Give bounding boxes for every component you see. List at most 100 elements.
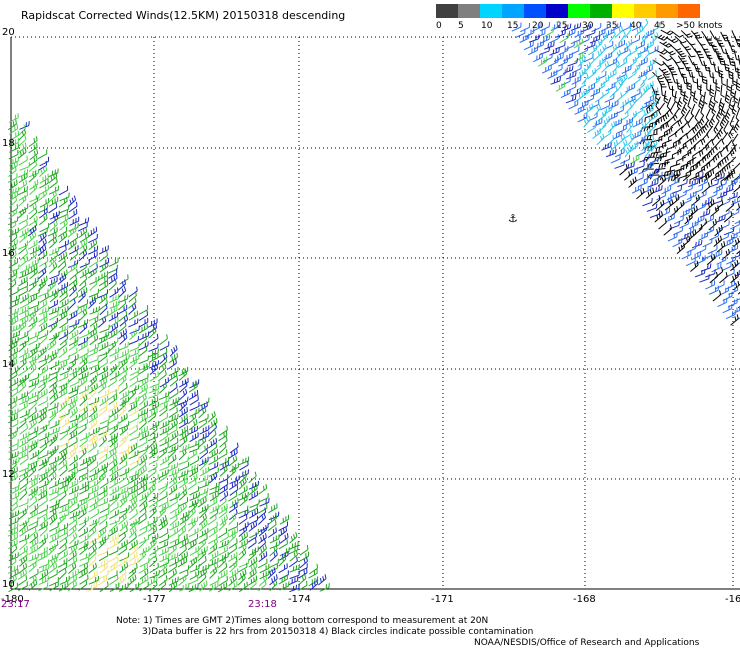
wind-barb xyxy=(168,444,179,454)
wind-barb xyxy=(8,208,18,220)
wind-barb xyxy=(279,550,289,561)
wind-barb xyxy=(49,387,58,400)
wind-barb xyxy=(137,408,149,418)
wind-barb xyxy=(17,321,27,333)
wind-barb xyxy=(18,331,29,341)
wind-barb xyxy=(8,408,19,418)
wind-barb xyxy=(38,238,47,251)
wind-barb xyxy=(8,311,18,322)
wind-barb xyxy=(88,245,99,255)
wind-barb xyxy=(79,274,88,287)
wind-barb xyxy=(128,442,138,454)
wind-barb xyxy=(68,539,79,549)
wind-barb xyxy=(19,444,29,454)
wind-barb xyxy=(59,418,70,429)
wind-barb xyxy=(59,575,70,585)
wind-barb xyxy=(541,64,552,74)
wind-barb xyxy=(219,490,229,502)
wind-barb xyxy=(705,280,716,290)
wind-barb xyxy=(621,64,632,74)
wind-barb xyxy=(69,291,79,303)
wind-barb xyxy=(9,481,20,491)
wind-barb xyxy=(8,165,17,177)
wind-barb xyxy=(98,445,109,455)
wind-barb xyxy=(9,457,20,467)
wind-barb xyxy=(7,279,17,291)
wind-barb xyxy=(19,413,29,424)
wind-barb xyxy=(618,46,629,56)
wind-barb xyxy=(79,394,88,407)
wind-barb xyxy=(27,239,38,250)
wind-barb xyxy=(89,435,98,447)
wind-barb xyxy=(607,111,618,121)
wind-barb xyxy=(98,421,109,430)
wind-barb xyxy=(17,142,27,154)
wind-barb xyxy=(148,436,157,449)
wind-barb xyxy=(38,582,49,592)
wind-barb xyxy=(38,306,50,316)
wind-barb xyxy=(168,371,178,382)
wind-barb xyxy=(69,532,78,545)
wind-barb xyxy=(159,341,170,351)
wind-barb xyxy=(159,334,168,346)
wind-barb xyxy=(9,501,19,514)
wind-barb xyxy=(197,436,207,449)
wind-barb xyxy=(147,484,156,496)
wind-barb xyxy=(118,310,128,322)
wind-barb xyxy=(128,303,137,315)
wind-barb xyxy=(88,570,98,581)
wind-barb xyxy=(68,448,77,460)
legend-swatch xyxy=(568,4,590,18)
wind-barb xyxy=(717,297,728,308)
wind-barb xyxy=(58,388,68,399)
wind-barb xyxy=(28,264,38,275)
wind-barb xyxy=(58,330,69,341)
wind-barb xyxy=(228,491,238,502)
wind-barb xyxy=(49,434,58,447)
wind-barb xyxy=(109,370,120,381)
wind-barb xyxy=(128,439,138,449)
wind-barb xyxy=(29,196,39,207)
wind-barb xyxy=(109,287,119,298)
wind-barb xyxy=(58,310,68,322)
wind-barb xyxy=(28,399,37,411)
lon-label: -174 xyxy=(288,594,311,605)
wind-barb xyxy=(179,399,188,412)
wind-barb xyxy=(48,255,57,268)
wind-barb xyxy=(19,555,28,567)
wind-barb xyxy=(238,581,248,593)
wind-barb xyxy=(9,130,20,141)
wind-barb xyxy=(147,411,157,423)
wind-barb xyxy=(59,354,70,364)
wind-barb xyxy=(38,450,49,460)
wind-barb xyxy=(98,377,108,388)
wind-barb xyxy=(19,431,30,441)
wind-barb xyxy=(98,534,109,543)
wind-barb xyxy=(117,298,127,311)
lat-label: 12 xyxy=(2,469,15,480)
wind-barb xyxy=(713,235,722,247)
wind-barb xyxy=(724,150,733,163)
wind-barb xyxy=(8,472,18,484)
wind-barb xyxy=(27,320,36,333)
wind-barb xyxy=(28,561,37,573)
wind-barb xyxy=(118,413,128,424)
footnotes: Note: 1) Times are GMT 2)Times along bot… xyxy=(116,616,533,638)
wind-barb xyxy=(179,388,188,401)
wind-barb xyxy=(319,583,330,592)
wind-barb xyxy=(719,232,729,242)
wind-barb xyxy=(138,345,148,357)
wind-barb xyxy=(59,426,70,435)
wind-barb xyxy=(48,202,58,214)
legend-label: 10 xyxy=(481,21,493,31)
wind-barb xyxy=(129,460,139,472)
wind-barb xyxy=(139,534,150,544)
wind-barb xyxy=(717,157,726,169)
wind-barb xyxy=(29,179,39,190)
wind-barb xyxy=(238,548,247,561)
wind-barb xyxy=(229,498,239,509)
wind-barb xyxy=(249,528,259,539)
wind-barb xyxy=(158,357,168,369)
wind-barb xyxy=(660,207,671,217)
wind-barb xyxy=(148,343,159,352)
